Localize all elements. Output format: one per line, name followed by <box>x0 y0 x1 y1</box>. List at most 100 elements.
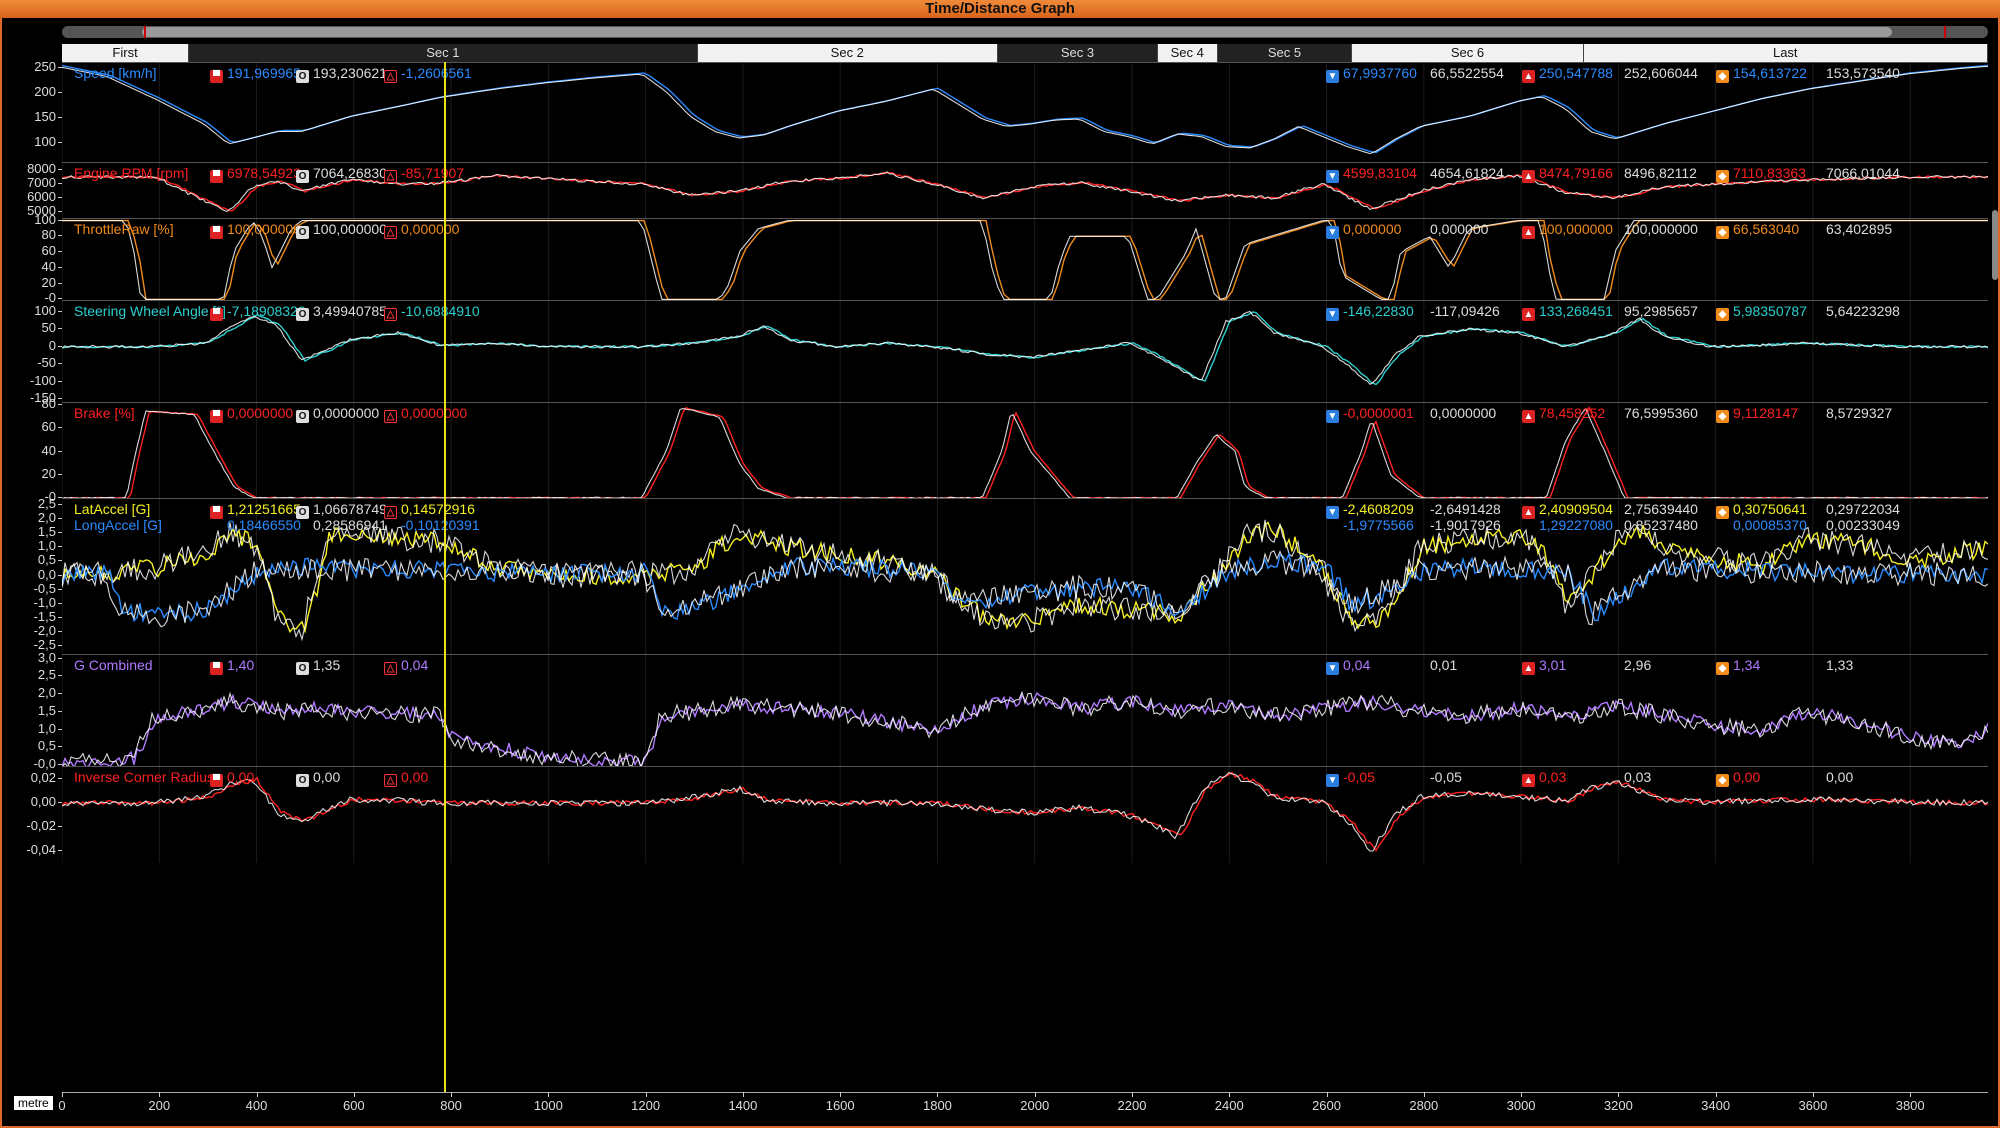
panel-brake[interactable]: Brake [%] ▀ 0,0000000 O 0,0000000 △ 0,0000000 ▼… <box>62 402 1988 499</box>
panel-gcomb[interactable]: G Combined ▀ 1,40 O 1,35 △ 0,04 ▼ 0,04 0,01 ▲ 3,01 2… <box>62 654 1988 767</box>
y-tick <box>58 802 62 803</box>
stat-avg-b: 153,573540 <box>1826 65 1900 81</box>
sector-sec-3[interactable]: Sec 3 <box>998 44 1158 62</box>
y-tick-label: -2,0 <box>33 623 56 639</box>
stat-value: -146,22830 <box>1343 303 1414 319</box>
panel-steering[interactable]: Steering Wheel Angle [°] ▀ -7,18908323 O 3,4… <box>62 300 1988 403</box>
plot-icr[interactable] <box>62 767 1988 863</box>
panel-speed[interactable]: Speed [km/h] ▀ 191,969965 O 193,230621 △ -1,26… <box>62 62 1988 163</box>
x-axis-unit[interactable]: metre <box>14 1096 53 1110</box>
stat-del: △ -10,6884910 <box>384 303 480 321</box>
x-tick <box>1326 1092 1328 1097</box>
stat-min-a: ▼ 0,000000 <box>1326 221 1401 239</box>
stat-value: 100,000000 <box>1624 221 1698 237</box>
channel-label[interactable]: LongAccel [G] <box>74 517 162 533</box>
y-tick <box>58 197 62 198</box>
series-line-gcomb-0 <box>62 691 1988 767</box>
x-tick-label: 2600 <box>1312 1098 1341 1113</box>
channel-label[interactable]: ThrottleRaw [%] <box>74 221 174 237</box>
max-stat-icon: ▲ <box>1522 70 1535 83</box>
y-tick <box>58 546 62 548</box>
scrollbar-thumb[interactable] <box>142 27 1892 37</box>
y-tick-label: 150 <box>34 109 56 124</box>
cur-stat-icon: O <box>296 308 309 321</box>
x-tick <box>451 1092 453 1097</box>
cur-stat-icon: O <box>296 226 309 239</box>
y-tick <box>58 427 62 429</box>
y-tick-label: -150 <box>29 390 56 406</box>
stat-value: 8,5729327 <box>1826 405 1893 421</box>
y-tick <box>58 574 62 576</box>
y-tick <box>58 778 62 779</box>
cursor-line[interactable] <box>443 62 446 1092</box>
stat-del: -0,10120391 <box>384 517 480 533</box>
stat-min-a: ▼ 67,9937760 <box>1326 65 1417 83</box>
avg-stat-icon: ◆ <box>1716 506 1729 519</box>
stat-max-a: ▲ 78,458252 <box>1522 405 1605 423</box>
y-tick-label: -2,5 <box>33 637 56 653</box>
stat-value: 3,49940785 <box>313 303 387 319</box>
series-line-accel-1 <box>62 551 1988 624</box>
sector-first[interactable]: First <box>62 44 190 62</box>
channel-label[interactable]: LatAccel [G] <box>74 501 151 517</box>
stat-value: 1,29227080 <box>1539 517 1613 533</box>
sector-sec-5[interactable]: Sec 5 <box>1217 44 1353 62</box>
stat-value: 0,29722034 <box>1826 501 1900 517</box>
stat-value: 0,18466550 <box>227 517 301 533</box>
sector-sec-4[interactable]: Sec 4 <box>1157 44 1218 62</box>
plot-gcomb[interactable] <box>62 655 1988 767</box>
series-line-ref-speed-0 <box>62 65 1988 155</box>
panel-accel[interactable]: LatAccel [G] ▀ 1,21251665 O 1,06678749 △ 0,145… <box>62 498 1988 655</box>
sector-sec-1[interactable]: Sec 1 <box>189 44 698 62</box>
stat-value: -1,9017926 <box>1430 517 1501 533</box>
channel-label[interactable]: Brake [%] <box>74 405 135 421</box>
avg-stat-icon: ◆ <box>1716 410 1729 423</box>
sector-sec-2[interactable]: Sec 2 <box>697 44 999 62</box>
stat-value: 0,30750641 <box>1733 501 1807 517</box>
stat-value: 0,00085370 <box>1733 517 1807 533</box>
channel-label[interactable]: G Combined <box>74 657 153 673</box>
plot-accel[interactable] <box>62 499 1988 655</box>
sector-last[interactable]: Last <box>1583 44 1988 62</box>
series-line-ref-gcomb-0 <box>62 690 1988 767</box>
y-tick <box>58 117 62 118</box>
stat-max: 0,18466550 <box>210 517 301 533</box>
plot-brake[interactable] <box>62 403 1988 499</box>
stat-value: -1,9775566 <box>1343 517 1414 533</box>
stat-max: ▀ 0,00 <box>210 769 254 787</box>
stat-value: 100,000000 <box>313 221 387 237</box>
plot-throttle[interactable] <box>62 219 1988 301</box>
sector-sec-6[interactable]: Sec 6 <box>1352 44 1584 62</box>
avg-stat-icon: ◆ <box>1716 774 1729 787</box>
del-stat-icon: △ <box>384 170 397 183</box>
series-line-ref-rpm-0 <box>62 171 1988 213</box>
stat-value: 0,00 <box>1826 769 1854 785</box>
min-stat-icon: ▼ <box>1326 506 1339 519</box>
stat-avg-a: 0,00085370 <box>1716 517 1807 533</box>
stat-value: 8496,82112 <box>1624 165 1697 181</box>
stat-del: △ 0,000000 <box>384 221 459 239</box>
channel-label[interactable]: Inverse Corner Radius <box>74 769 215 785</box>
channel-label[interactable]: Speed [km/h] <box>74 65 157 81</box>
stat-avg-b: 1,33 <box>1826 657 1853 673</box>
stat-del: △ 0,04 <box>384 657 428 675</box>
cur-stat-icon: O <box>296 662 309 675</box>
scrollbar-marker <box>144 26 146 38</box>
y-tick-label: -0 <box>44 488 56 504</box>
stat-value: 0,28586941 <box>313 517 387 533</box>
panel-icr[interactable]: Inverse Corner Radius ▀ 0,00 O 0,00 △ 0,00 ▼ -0,… <box>62 766 1988 863</box>
x-tick-label: 1400 <box>728 1098 758 1113</box>
channel-label[interactable]: Steering Wheel Angle [°] <box>74 303 226 319</box>
avg-stat-icon: ◆ <box>1716 226 1729 239</box>
channel-label[interactable]: Engine RPM [rpm] <box>74 165 189 181</box>
panel-throttle[interactable]: ThrottleRaw [%] ▀ 100,000000 O 100,000000 △ 0,… <box>62 218 1988 301</box>
stat-value: 153,573540 <box>1826 65 1900 81</box>
vertical-scrollbar-thumb[interactable] <box>1992 210 1998 280</box>
y-tick-label: 1,0 <box>37 538 56 554</box>
plot-rpm[interactable] <box>62 163 1988 219</box>
panel-rpm[interactable]: Engine RPM [rpm] ▀ 6978,54923 O 7064,26830 △ -… <box>62 162 1988 219</box>
horizontal-scrollbar[interactable] <box>62 26 1988 38</box>
y-tick-label: -0,0 <box>33 756 56 772</box>
y-tick-label: 40 <box>41 442 56 458</box>
plot-steering[interactable] <box>62 301 1988 403</box>
